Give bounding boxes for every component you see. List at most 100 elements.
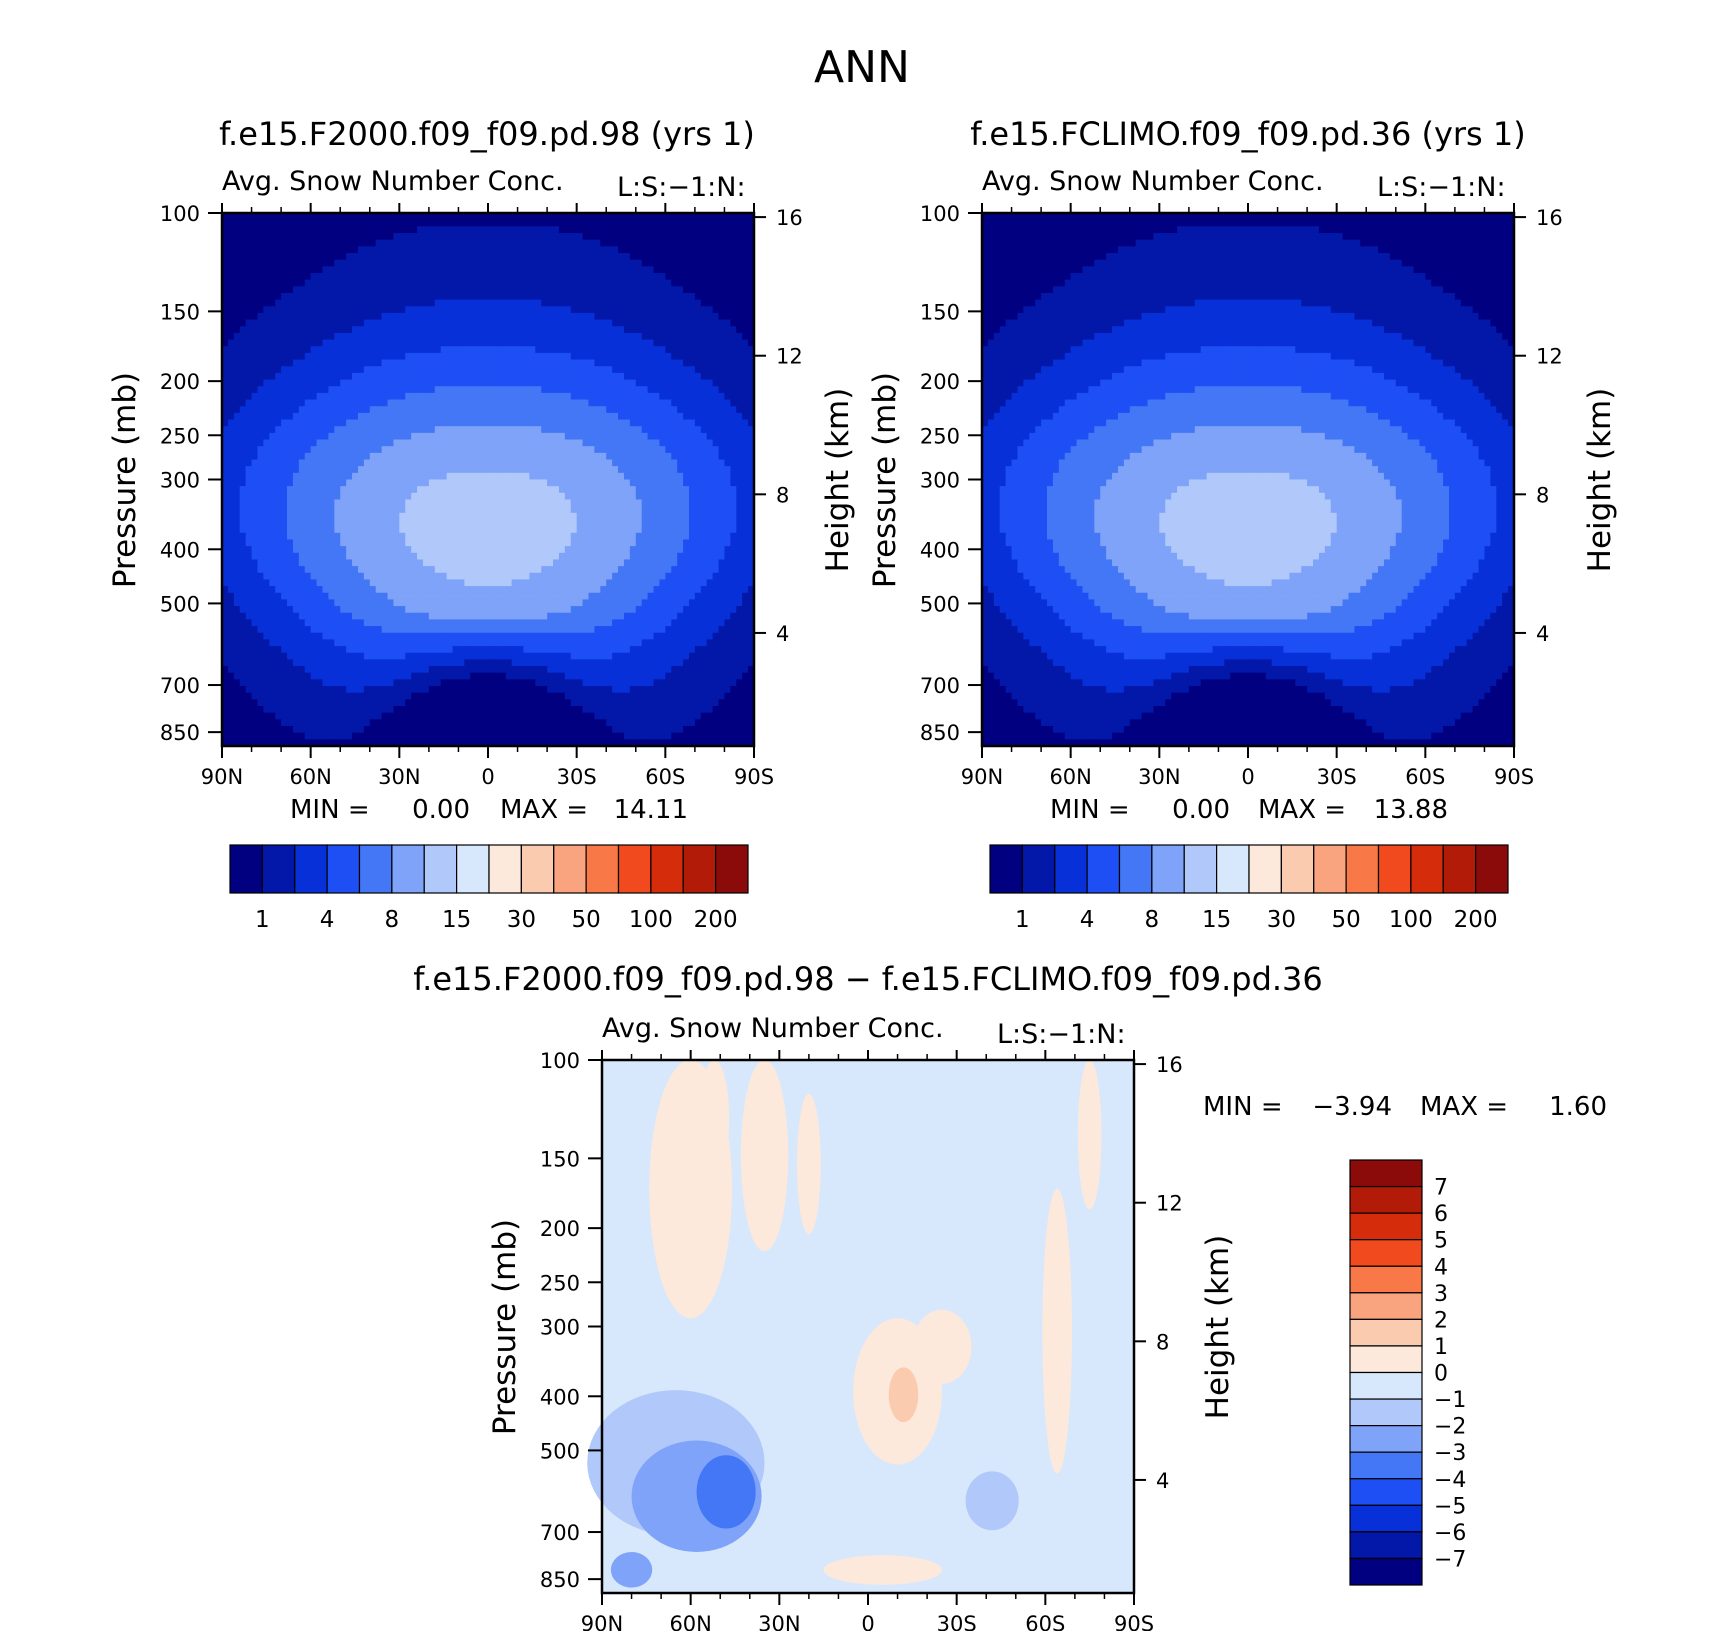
- contour-cell: [712, 292, 720, 301]
- contour-cell: [233, 512, 241, 521]
- contour-cell: [304, 492, 312, 501]
- contour-cell: [488, 379, 495, 387]
- contour-cell: [375, 219, 383, 227]
- contour-cell: [694, 252, 702, 261]
- contour-cell: [405, 446, 412, 454]
- contour-cell: [316, 332, 324, 341]
- contour-cell: [635, 379, 643, 387]
- contour-cell: [434, 312, 442, 321]
- contour-cell: [736, 399, 743, 407]
- contour-cell: [304, 259, 312, 267]
- contour-cell: [742, 532, 749, 541]
- contour-cell: [245, 332, 253, 341]
- contour-cell: [304, 512, 312, 521]
- contour-cell: [352, 279, 359, 287]
- contour-cell: [375, 512, 383, 521]
- contour-cell: [328, 219, 335, 227]
- contour-cell: [275, 486, 282, 494]
- contour-cell: [688, 572, 696, 581]
- contour-cell: [464, 339, 471, 347]
- contour-cell: [582, 472, 590, 481]
- contour-cell: [440, 459, 448, 467]
- contour-cell: [718, 232, 726, 241]
- contour-cell: [269, 332, 276, 341]
- contour-cell: [227, 532, 235, 541]
- contour-cell: [263, 459, 270, 467]
- contour-cell: [623, 286, 631, 294]
- contour-cell: [641, 432, 649, 441]
- contour-cell: [470, 232, 477, 241]
- contour-cell: [488, 519, 495, 527]
- contour-cell: [464, 419, 471, 427]
- contour-cell: [612, 339, 619, 347]
- contour-cell: [647, 446, 655, 454]
- contour-cell: [257, 446, 264, 454]
- contour-cell: [251, 452, 259, 461]
- contour-cell: [227, 252, 235, 261]
- contour-cell: [310, 446, 318, 454]
- contour-cell: [375, 439, 383, 447]
- contour-cell: [706, 266, 714, 274]
- contour-cell: [340, 452, 347, 461]
- contour-cell: [227, 559, 235, 567]
- contour-cell: [222, 426, 229, 434]
- contour-cell: [576, 472, 584, 481]
- contour-cell: [310, 506, 318, 514]
- contour-cell: [683, 306, 690, 314]
- contour-cell: [352, 512, 359, 521]
- contour-cell: [748, 319, 755, 327]
- contour-cell: [588, 232, 595, 241]
- contour-cell: [363, 452, 371, 461]
- contour-cell: [665, 426, 672, 434]
- contour-cell: [482, 326, 489, 334]
- contour-cell: [659, 292, 666, 301]
- contour-cell: [736, 392, 743, 401]
- contour-cell: [245, 532, 253, 541]
- contour-cell: [606, 239, 613, 247]
- contour-cell: [724, 412, 731, 421]
- contour-cell: [340, 272, 347, 281]
- contour-cell: [499, 339, 507, 347]
- contour-cell: [257, 406, 264, 414]
- contour-cell: [659, 539, 666, 547]
- contour-cell: [357, 299, 365, 307]
- contour-cell: [369, 299, 377, 307]
- contour-cell: [446, 472, 454, 481]
- contour-cell: [346, 259, 353, 267]
- contour-cell: [623, 246, 631, 254]
- contour-cell: [245, 419, 253, 427]
- contour-cell: [730, 492, 737, 501]
- contour-cell: [748, 472, 755, 481]
- contour-cell: [482, 312, 489, 321]
- contour-cell: [346, 472, 353, 481]
- contour-cell: [334, 246, 341, 254]
- contour-cell: [576, 432, 584, 441]
- contour-cell: [458, 372, 465, 381]
- contour-cell: [736, 259, 743, 267]
- contour-cell: [222, 466, 229, 474]
- contour-cell: [222, 492, 229, 501]
- contour-cell: [635, 439, 643, 447]
- contour-cell: [369, 479, 377, 487]
- contour-cell: [523, 266, 530, 274]
- contour-cell: [263, 279, 270, 287]
- contour-cell: [499, 326, 507, 334]
- contour-cell: [316, 319, 324, 327]
- contour-cell: [535, 466, 542, 474]
- contour-cell: [328, 419, 335, 427]
- contour-cell: [653, 512, 661, 521]
- contour-cell: [292, 459, 300, 467]
- contour-cell: [393, 439, 400, 447]
- contour-cell: [736, 452, 743, 461]
- contour-cell: [245, 432, 253, 441]
- contour-cell: [742, 412, 749, 421]
- contour-cell: [594, 446, 601, 454]
- contour-cell: [558, 532, 566, 541]
- contour-cell: [434, 466, 442, 474]
- contour-cell: [742, 386, 749, 394]
- contour-cell: [399, 226, 406, 234]
- contour-cell: [647, 266, 655, 274]
- contour-cell: [245, 259, 253, 267]
- contour-cell: [647, 506, 655, 514]
- contour-cell: [677, 266, 684, 274]
